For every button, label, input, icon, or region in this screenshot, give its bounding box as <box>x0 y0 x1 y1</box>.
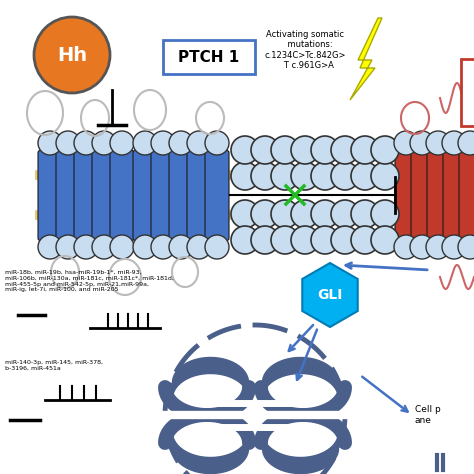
Circle shape <box>394 235 418 259</box>
Circle shape <box>311 136 339 164</box>
FancyBboxPatch shape <box>92 150 116 241</box>
Circle shape <box>311 200 339 228</box>
Polygon shape <box>350 18 382 100</box>
Circle shape <box>205 131 229 155</box>
Circle shape <box>371 226 399 254</box>
FancyBboxPatch shape <box>205 150 229 241</box>
Circle shape <box>426 235 450 259</box>
Circle shape <box>331 162 359 190</box>
Circle shape <box>271 226 299 254</box>
FancyBboxPatch shape <box>74 150 98 241</box>
Circle shape <box>231 162 259 190</box>
Text: Hh: Hh <box>57 46 87 64</box>
Circle shape <box>92 131 116 155</box>
Circle shape <box>331 226 359 254</box>
Circle shape <box>169 131 193 155</box>
Circle shape <box>56 131 80 155</box>
FancyBboxPatch shape <box>459 150 474 241</box>
FancyBboxPatch shape <box>187 150 211 241</box>
FancyBboxPatch shape <box>427 150 449 241</box>
Circle shape <box>442 131 466 155</box>
Circle shape <box>410 131 434 155</box>
Circle shape <box>458 131 474 155</box>
Circle shape <box>271 200 299 228</box>
FancyBboxPatch shape <box>133 150 157 241</box>
Circle shape <box>205 235 229 259</box>
Circle shape <box>251 162 279 190</box>
Text: Cell p
ane: Cell p ane <box>415 405 441 425</box>
Circle shape <box>133 131 157 155</box>
FancyBboxPatch shape <box>56 150 80 241</box>
Circle shape <box>311 226 339 254</box>
FancyBboxPatch shape <box>151 150 175 241</box>
Circle shape <box>169 235 193 259</box>
Text: miR-18b, miR-19b, hsa-miR-19b-1*, miR-93,
miR-106b, miR-130a, miR-181c, miR-181c: miR-18b, miR-19b, hsa-miR-19b-1*, miR-93… <box>5 270 174 292</box>
FancyBboxPatch shape <box>38 150 62 241</box>
FancyBboxPatch shape <box>443 150 465 241</box>
Circle shape <box>394 131 418 155</box>
Text: PTCH 1: PTCH 1 <box>178 49 240 64</box>
Circle shape <box>426 131 450 155</box>
Circle shape <box>151 131 175 155</box>
FancyBboxPatch shape <box>461 59 474 126</box>
FancyBboxPatch shape <box>169 150 193 241</box>
Circle shape <box>151 235 175 259</box>
Circle shape <box>187 235 211 259</box>
Circle shape <box>371 200 399 228</box>
Circle shape <box>74 235 98 259</box>
Circle shape <box>458 235 474 259</box>
FancyBboxPatch shape <box>163 40 255 74</box>
Circle shape <box>38 131 62 155</box>
Circle shape <box>92 235 116 259</box>
Circle shape <box>133 235 157 259</box>
Circle shape <box>291 136 319 164</box>
Circle shape <box>34 17 110 93</box>
Circle shape <box>291 200 319 228</box>
Circle shape <box>351 136 379 164</box>
Circle shape <box>351 162 379 190</box>
Circle shape <box>410 235 434 259</box>
Circle shape <box>56 235 80 259</box>
Circle shape <box>38 235 62 259</box>
Circle shape <box>291 162 319 190</box>
Circle shape <box>331 200 359 228</box>
Circle shape <box>231 200 259 228</box>
Circle shape <box>351 226 379 254</box>
Circle shape <box>331 136 359 164</box>
Circle shape <box>442 235 466 259</box>
Circle shape <box>74 131 98 155</box>
Circle shape <box>271 162 299 190</box>
Circle shape <box>110 235 134 259</box>
Circle shape <box>187 131 211 155</box>
Circle shape <box>371 136 399 164</box>
Circle shape <box>311 162 339 190</box>
Circle shape <box>251 226 279 254</box>
Text: miR-140-3p, miR-145, miR-378,
b-3196, miR-451a: miR-140-3p, miR-145, miR-378, b-3196, mi… <box>5 360 103 371</box>
FancyBboxPatch shape <box>411 150 433 241</box>
Circle shape <box>231 226 259 254</box>
Circle shape <box>351 200 379 228</box>
Polygon shape <box>302 263 358 327</box>
FancyBboxPatch shape <box>395 150 417 241</box>
Circle shape <box>251 200 279 228</box>
Circle shape <box>231 136 259 164</box>
Circle shape <box>251 136 279 164</box>
Text: Activating somatic
    mutations:
c.1234C>Tc.842G>
   T c.961G>A: Activating somatic mutations: c.1234C>Tc… <box>264 30 346 70</box>
Circle shape <box>291 226 319 254</box>
Circle shape <box>271 136 299 164</box>
Text: GLI: GLI <box>317 288 343 302</box>
Circle shape <box>371 162 399 190</box>
Circle shape <box>110 131 134 155</box>
FancyBboxPatch shape <box>110 150 134 241</box>
